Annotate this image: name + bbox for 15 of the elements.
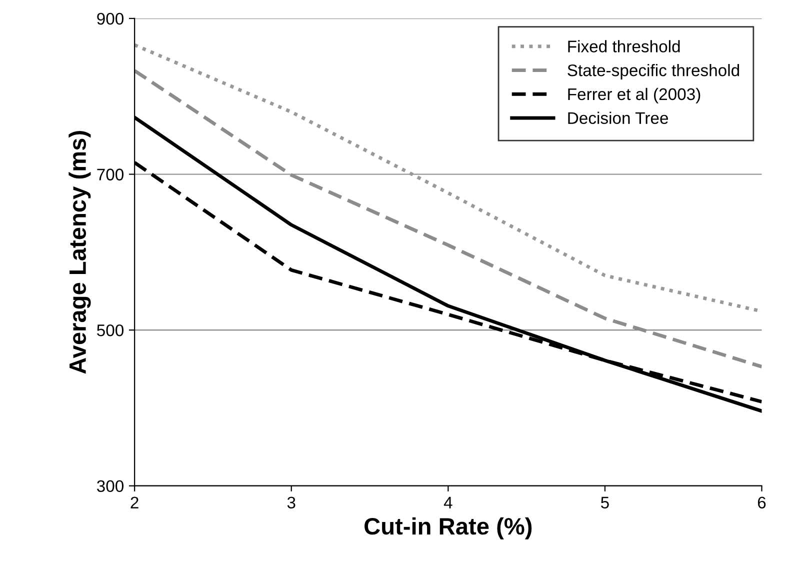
y-tick-label: 900: [97, 12, 124, 25]
x-tick-label: 2: [130, 496, 138, 508]
y-tick-label: 500: [97, 324, 124, 336]
x-tick-label: 3: [287, 496, 296, 508]
y-axis-title: Average Latency (ms): [68, 131, 91, 374]
legend-label: Fixed threshold: [568, 40, 680, 52]
x-tick-label: 4: [444, 496, 452, 508]
legend-label: Decision Tree: [568, 112, 668, 124]
y-tick-label: 700: [97, 168, 124, 180]
y-tick-label: 300: [96, 480, 124, 492]
x-tick-label: 6: [758, 496, 766, 508]
x-tick-label: 5: [600, 496, 609, 508]
x-axis-title: Cut-in Rate (%): [364, 517, 532, 540]
legend-label: State-specific threshold: [568, 64, 740, 80]
legend-label: Ferrer et al (2003): [568, 88, 700, 104]
